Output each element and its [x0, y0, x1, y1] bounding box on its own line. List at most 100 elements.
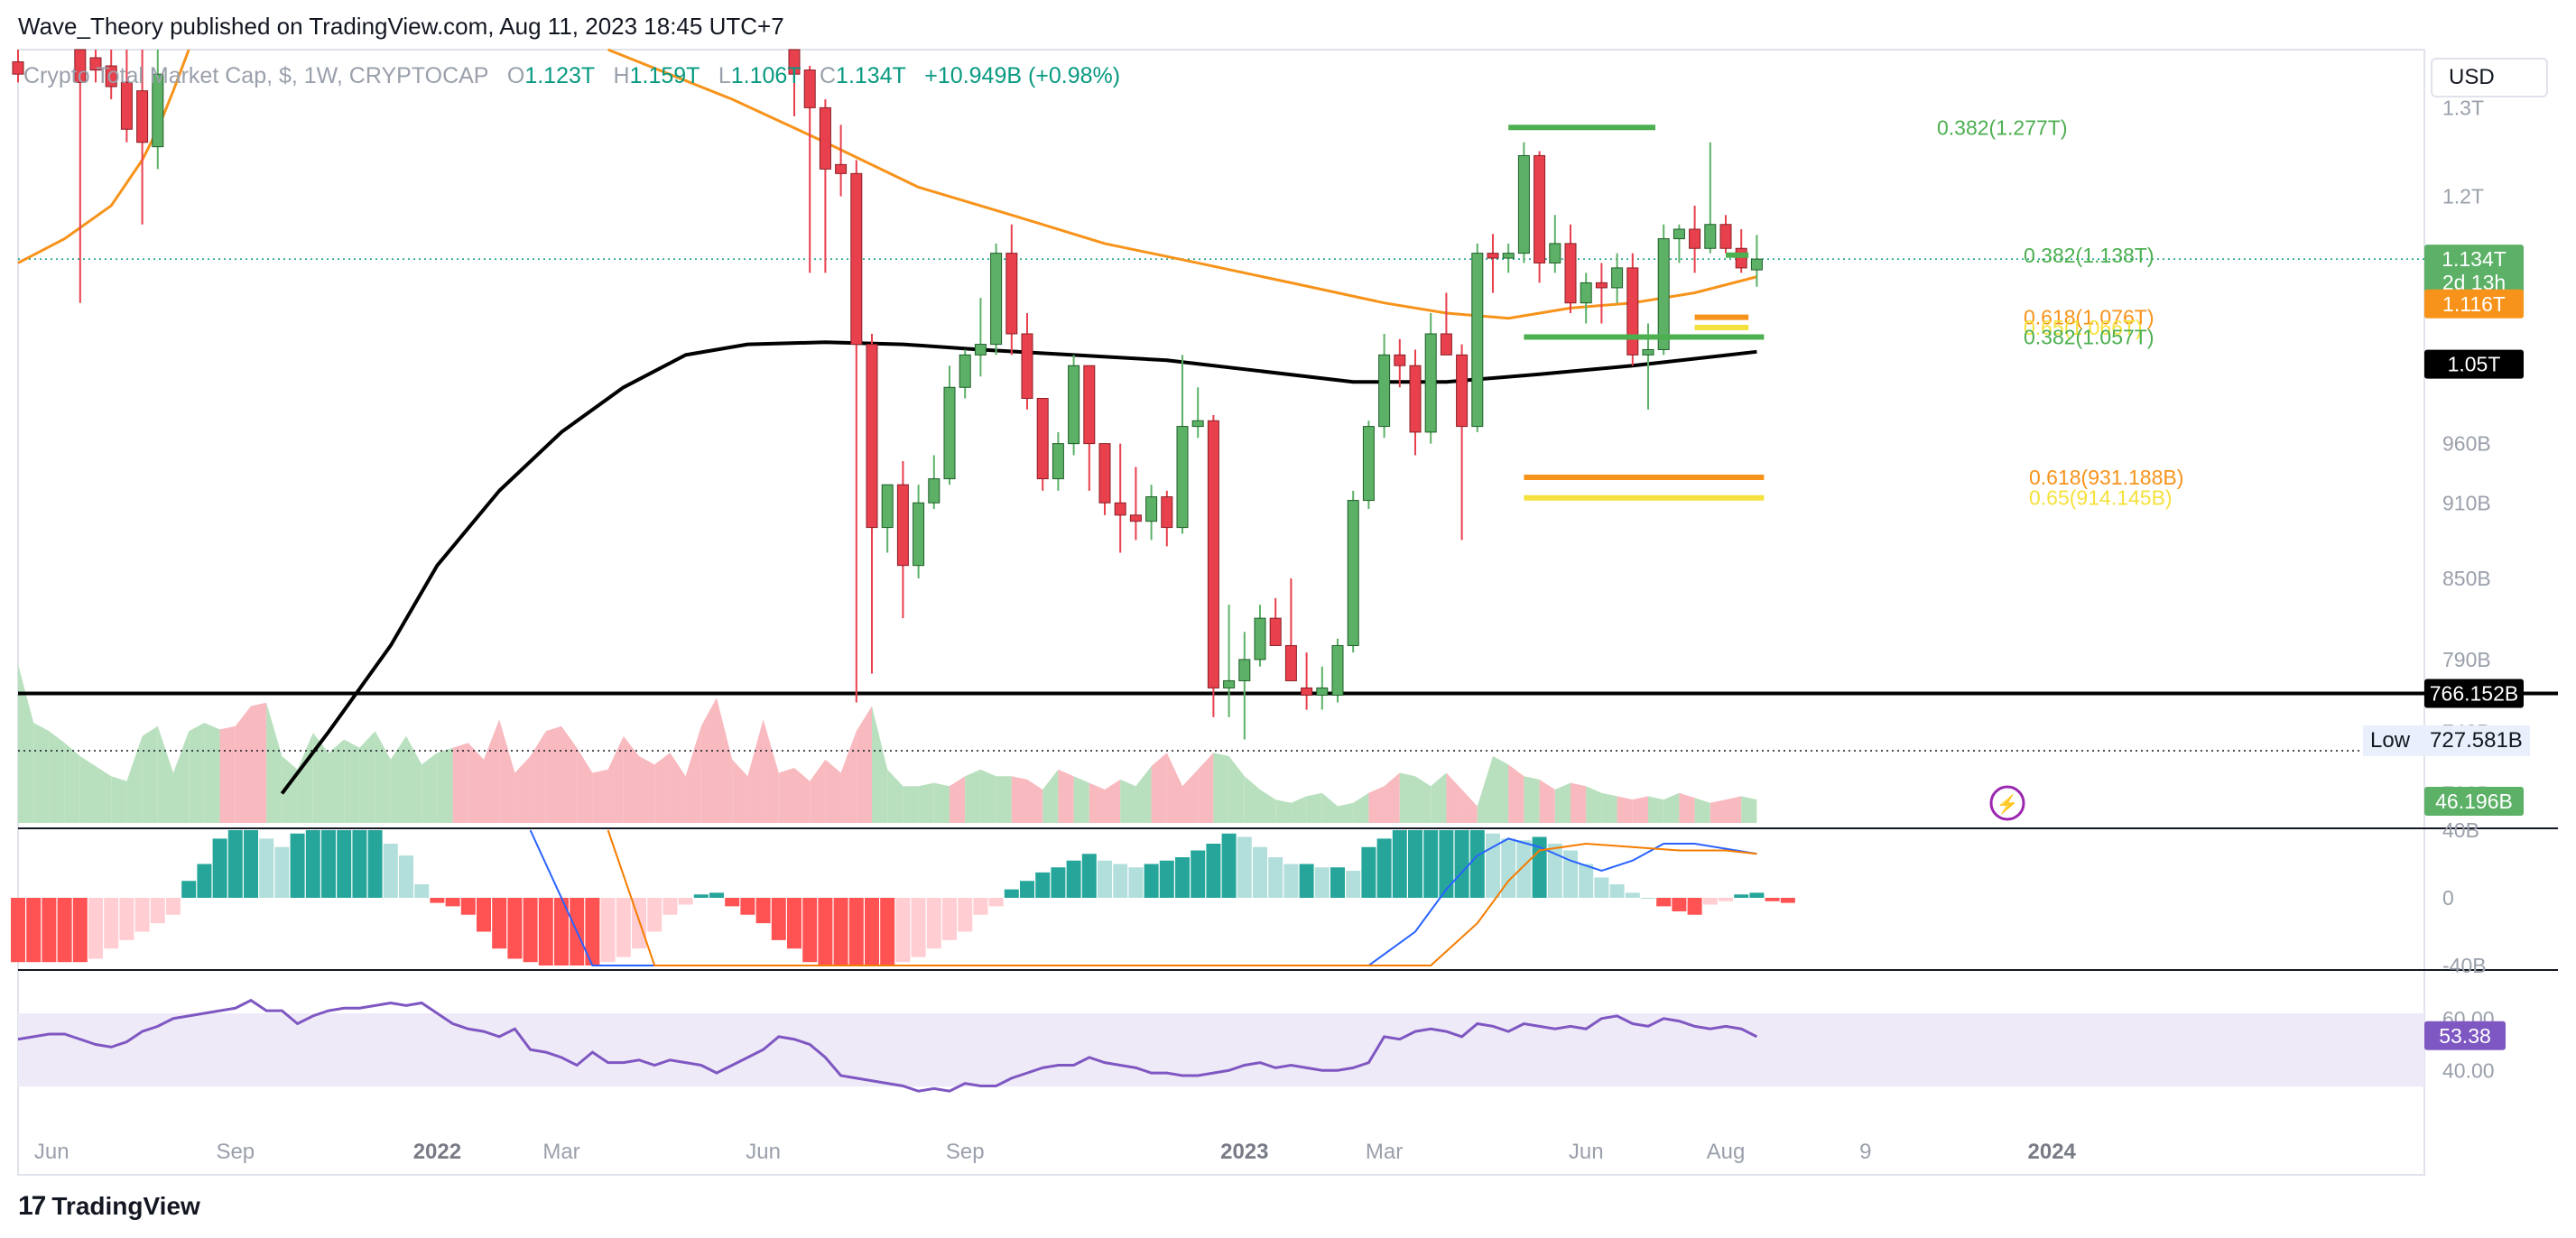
- volume-area: [810, 759, 826, 823]
- candle-body: [1129, 514, 1142, 522]
- volume-area: [484, 719, 500, 823]
- volume-area: [530, 731, 546, 823]
- volume-area: [1042, 769, 1059, 823]
- macd-histogram-bar: [1376, 838, 1392, 898]
- price-axis-tick: 910B: [2442, 491, 2491, 514]
- volume-area: [1694, 798, 1710, 823]
- symbol-name[interactable]: Crypto Total Market Cap, $, 1W, CRYPTOCA…: [23, 63, 489, 88]
- volume-area: [437, 747, 453, 823]
- low-value: 1.106T: [730, 63, 802, 88]
- macd-histogram-bar: [880, 898, 895, 965]
- candle-body: [136, 90, 149, 143]
- volume-area: [1291, 796, 1307, 823]
- volume-area: [452, 743, 468, 823]
- candle-body: [1409, 365, 1422, 433]
- volume-area: [1741, 796, 1757, 823]
- volume-area: [1554, 782, 1571, 823]
- candle-body: [12, 61, 24, 75]
- macd-histogram-bar: [1454, 830, 1469, 898]
- volume-area: [1275, 799, 1292, 823]
- volume-area: [1617, 796, 1633, 823]
- volume-area: [933, 782, 950, 823]
- candle-body: [1534, 154, 1546, 263]
- volume-area: [965, 769, 981, 823]
- volume-value-tag: [2424, 787, 2524, 816]
- candle-body: [1254, 617, 1266, 661]
- macd-histogram-bar: [367, 830, 383, 898]
- volume-area: [1648, 796, 1664, 823]
- macd-histogram-bar: [1579, 864, 1594, 898]
- currency-button[interactable]: USD: [2431, 58, 2548, 97]
- volume-area: [903, 786, 919, 823]
- macd-histogram-bar: [663, 898, 678, 915]
- alert-bolt-icon: [1989, 785, 2025, 821]
- volume-area: [1461, 790, 1478, 823]
- macd-histogram-bar: [1594, 877, 1609, 898]
- candle-body: [881, 484, 894, 529]
- fib-level-label: 0.382(1.277T): [1937, 115, 2067, 139]
- volume-area: [1415, 776, 1432, 823]
- macd-histogram-bar: [460, 898, 476, 915]
- rsi-value-tag: [2424, 1021, 2506, 1050]
- fib-level-label: 0.382(1.057T): [2024, 325, 2154, 348]
- time-axis-tick: Mar: [542, 1140, 579, 1164]
- volume-area: [312, 733, 329, 823]
- macd-histogram-bar: [771, 898, 786, 940]
- macd-histogram-bar: [1020, 881, 1034, 898]
- macd-histogram-bar: [1687, 898, 1702, 915]
- candle-body: [89, 57, 102, 71]
- rsi-line: [17, 998, 1758, 1093]
- macd-histogram-bar: [1004, 889, 1019, 898]
- volume-area: [1073, 776, 1089, 823]
- ema200-price-tag: [2424, 349, 2524, 379]
- volume-area: [329, 739, 345, 823]
- low-price-tag: Low 727.581B: [2363, 725, 2530, 756]
- candle-body: [1114, 502, 1126, 516]
- volume-area: [33, 723, 50, 823]
- candle-body: [1238, 659, 1251, 681]
- candle-body: [1207, 420, 1219, 688]
- volume-area: [1306, 792, 1322, 823]
- volume-area: [235, 706, 251, 823]
- volume-area: [344, 739, 360, 823]
- open-value: 1.123T: [524, 63, 595, 88]
- macd-histogram-bar: [1439, 830, 1454, 898]
- volume-area: [468, 743, 484, 823]
- volume-area: [670, 753, 686, 823]
- time-axis-tick: Jun: [34, 1140, 69, 1164]
- candle-body: [1005, 253, 1018, 335]
- fib-level-label: 0.618(1.076T): [2024, 306, 2154, 329]
- volume-area: [157, 725, 173, 823]
- macd-histogram-bar: [1221, 833, 1237, 898]
- volume-area: [49, 731, 65, 823]
- macd-histogram-bar: [1749, 892, 1765, 898]
- volume-area: [189, 723, 205, 823]
- volume-area: [1586, 786, 1602, 823]
- volume-area: [1228, 756, 1245, 823]
- tradingview-logo[interactable]: 17 TradingView: [18, 1191, 200, 1222]
- ema200-line: [280, 340, 1757, 795]
- macd-histogram-bar: [1283, 864, 1299, 898]
- macd-histogram-bar: [150, 898, 165, 924]
- macd-histogram-bar: [1547, 844, 1562, 898]
- volume-area: [717, 698, 733, 823]
- macd-histogram-bar: [911, 898, 926, 957]
- volume-area: [1710, 799, 1726, 823]
- volume-area: [266, 702, 283, 823]
- macd-histogram-bar: [1734, 894, 1749, 898]
- volume-area: [1399, 772, 1415, 823]
- price-axis-tick: 1.3T: [2442, 96, 2484, 119]
- volume-area: [1213, 753, 1229, 823]
- change-value: +10.949B (+0.98%): [924, 63, 1121, 88]
- macd-histogram-bar: [865, 898, 879, 965]
- macd-histogram-bar: [337, 830, 352, 898]
- volume-area: [732, 759, 748, 823]
- volume-area: [1027, 779, 1043, 823]
- macd-histogram-bar: [1051, 867, 1066, 898]
- fib-level-label: 0.382(1.138T): [2024, 244, 2154, 267]
- macd-histogram-bar: [1330, 867, 1345, 898]
- time-axis-tick: Sep: [946, 1140, 985, 1164]
- volume-area: [607, 735, 624, 823]
- macd-axis-tick: 40B: [2442, 818, 2479, 842]
